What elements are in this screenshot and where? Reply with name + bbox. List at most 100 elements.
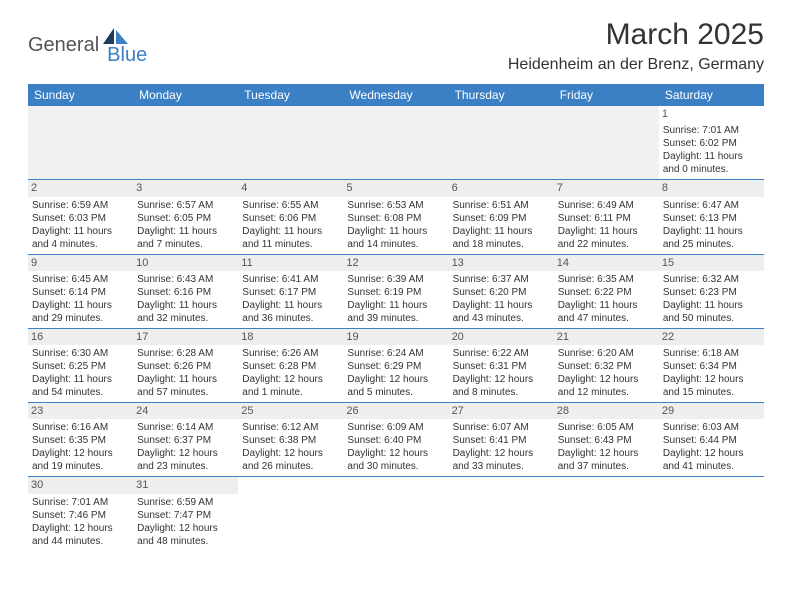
sunset-text: Sunset: 6:22 PM [558,286,655,299]
logo-text-general: General [28,34,99,57]
daylight-text: Daylight: 11 hours [558,299,655,312]
day-number: 26 [343,403,448,419]
day-number: 22 [659,329,764,345]
calendar-cell: 8Sunrise: 6:47 AMSunset: 6:13 PMDaylight… [659,180,764,254]
logo-text-blue: Blue [107,44,147,67]
daylight-text: and 26 minutes. [242,460,339,473]
sunrise-text: Sunrise: 6:43 AM [137,273,234,286]
daylight-text: Daylight: 12 hours [32,522,129,535]
daylight-text: and 11 minutes. [242,238,339,251]
sunrise-text: Sunrise: 6:59 AM [32,199,129,212]
sunset-text: Sunset: 6:35 PM [32,434,129,447]
day-number: 19 [343,329,448,345]
daylight-text: Daylight: 11 hours [32,373,129,386]
calendar-cell [659,477,764,551]
day-header-row: SundayMondayTuesdayWednesdayThursdayFrid… [28,84,764,106]
daylight-text: and 39 minutes. [347,312,444,325]
calendar-cell: 23Sunrise: 6:16 AMSunset: 6:35 PMDayligh… [28,403,133,477]
sunrise-text: Sunrise: 6:22 AM [453,347,550,360]
calendar-cell: 25Sunrise: 6:12 AMSunset: 6:38 PMDayligh… [238,403,343,477]
daylight-text: and 32 minutes. [137,312,234,325]
sunrise-text: Sunrise: 7:01 AM [663,124,760,137]
day-number: 13 [449,255,554,271]
day-number: 1 [659,106,764,122]
daylight-text: Daylight: 11 hours [242,299,339,312]
sunset-text: Sunset: 6:13 PM [663,212,760,225]
sunrise-text: Sunrise: 6:30 AM [32,347,129,360]
sunset-text: Sunset: 7:47 PM [137,509,234,522]
day-header: Sunday [28,84,133,106]
daylight-text: Daylight: 12 hours [137,522,234,535]
calendar-row: 9Sunrise: 6:45 AMSunset: 6:14 PMDaylight… [28,254,764,328]
sunrise-text: Sunrise: 6:59 AM [137,496,234,509]
sunrise-text: Sunrise: 6:26 AM [242,347,339,360]
daylight-text: and 44 minutes. [32,535,129,548]
calendar-row: 2Sunrise: 6:59 AMSunset: 6:03 PMDaylight… [28,180,764,254]
daylight-text: and 41 minutes. [663,460,760,473]
daylight-text: Daylight: 12 hours [663,447,760,460]
sunrise-text: Sunrise: 6:12 AM [242,421,339,434]
daylight-text: Daylight: 12 hours [453,447,550,460]
sunset-text: Sunset: 6:05 PM [137,212,234,225]
day-number: 12 [343,255,448,271]
calendar-cell [554,106,659,180]
daylight-text: and 50 minutes. [663,312,760,325]
sunset-text: Sunset: 6:02 PM [663,137,760,150]
day-number: 24 [133,403,238,419]
calendar-cell: 22Sunrise: 6:18 AMSunset: 6:34 PMDayligh… [659,328,764,402]
month-title: March 2025 [508,18,764,52]
sunrise-text: Sunrise: 6:24 AM [347,347,444,360]
sunset-text: Sunset: 6:03 PM [32,212,129,225]
calendar-cell: 24Sunrise: 6:14 AMSunset: 6:37 PMDayligh… [133,403,238,477]
day-header: Thursday [449,84,554,106]
sunset-text: Sunset: 6:29 PM [347,360,444,373]
daylight-text: and 0 minutes. [663,163,760,176]
sunset-text: Sunset: 6:09 PM [453,212,550,225]
sunset-text: Sunset: 6:44 PM [663,434,760,447]
daylight-text: Daylight: 12 hours [347,373,444,386]
daylight-text: Daylight: 11 hours [242,225,339,238]
calendar-cell: 4Sunrise: 6:55 AMSunset: 6:06 PMDaylight… [238,180,343,254]
daylight-text: and 33 minutes. [453,460,550,473]
daylight-text: Daylight: 11 hours [453,299,550,312]
calendar-cell: 18Sunrise: 6:26 AMSunset: 6:28 PMDayligh… [238,328,343,402]
calendar-cell: 1Sunrise: 7:01 AMSunset: 6:02 PMDaylight… [659,106,764,180]
calendar-row: 23Sunrise: 6:16 AMSunset: 6:35 PMDayligh… [28,403,764,477]
calendar-cell: 26Sunrise: 6:09 AMSunset: 6:40 PMDayligh… [343,403,448,477]
sunset-text: Sunset: 6:19 PM [347,286,444,299]
calendar-row: 30Sunrise: 7:01 AMSunset: 7:46 PMDayligh… [28,477,764,551]
day-number: 29 [659,403,764,419]
sunset-text: Sunset: 6:20 PM [453,286,550,299]
sunset-text: Sunset: 7:46 PM [32,509,129,522]
daylight-text: Daylight: 11 hours [137,299,234,312]
sunrise-text: Sunrise: 6:14 AM [137,421,234,434]
daylight-text: and 48 minutes. [137,535,234,548]
calendar-cell: 28Sunrise: 6:05 AMSunset: 6:43 PMDayligh… [554,403,659,477]
calendar-cell: 7Sunrise: 6:49 AMSunset: 6:11 PMDaylight… [554,180,659,254]
calendar-cell: 16Sunrise: 6:30 AMSunset: 6:25 PMDayligh… [28,328,133,402]
sunset-text: Sunset: 6:41 PM [453,434,550,447]
location: Heidenheim an der Brenz, Germany [508,56,764,74]
sunset-text: Sunset: 6:28 PM [242,360,339,373]
logo: General Blue [28,24,147,67]
sunset-text: Sunset: 6:23 PM [663,286,760,299]
sunrise-text: Sunrise: 6:18 AM [663,347,760,360]
daylight-text: Daylight: 11 hours [347,299,444,312]
calendar-cell: 21Sunrise: 6:20 AMSunset: 6:32 PMDayligh… [554,328,659,402]
day-number: 25 [238,403,343,419]
calendar-cell: 15Sunrise: 6:32 AMSunset: 6:23 PMDayligh… [659,254,764,328]
daylight-text: and 29 minutes. [32,312,129,325]
sunset-text: Sunset: 6:06 PM [242,212,339,225]
daylight-text: Daylight: 11 hours [453,225,550,238]
day-header: Friday [554,84,659,106]
calendar-cell: 10Sunrise: 6:43 AMSunset: 6:16 PMDayligh… [133,254,238,328]
day-number: 3 [133,180,238,196]
calendar-cell: 17Sunrise: 6:28 AMSunset: 6:26 PMDayligh… [133,328,238,402]
sunrise-text: Sunrise: 6:20 AM [558,347,655,360]
daylight-text: Daylight: 11 hours [663,225,760,238]
header: General Blue March 2025 Heidenheim an de… [0,0,792,74]
sunrise-text: Sunrise: 6:05 AM [558,421,655,434]
calendar-cell: 3Sunrise: 6:57 AMSunset: 6:05 PMDaylight… [133,180,238,254]
sunset-text: Sunset: 6:32 PM [558,360,655,373]
sunrise-text: Sunrise: 6:41 AM [242,273,339,286]
